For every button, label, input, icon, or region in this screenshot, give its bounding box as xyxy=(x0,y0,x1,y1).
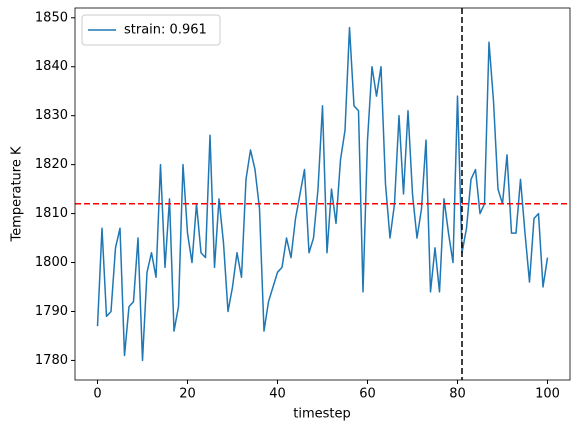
x-tick-label: 0 xyxy=(93,387,101,402)
y-tick-label: 1790 xyxy=(35,304,68,319)
y-tick-label: 1850 xyxy=(35,10,68,25)
y-tick-label: 1820 xyxy=(35,157,68,172)
x-tick-label: 40 xyxy=(269,387,286,402)
legend-label: strain: 0.961 xyxy=(124,23,207,38)
y-axis-label: Temperature K xyxy=(10,146,25,242)
legend-box xyxy=(81,14,221,46)
y-tick-label: 1780 xyxy=(35,353,68,368)
x-axis-label: timestep xyxy=(293,407,351,422)
plot-frame xyxy=(74,7,571,381)
x-tick-label: 100 xyxy=(535,387,560,402)
data-line xyxy=(96,26,549,362)
y-tick-label: 1810 xyxy=(35,206,68,221)
y-tick-label: 1830 xyxy=(35,108,68,123)
x-tick-label: 60 xyxy=(359,387,376,402)
y-tick-label: 1840 xyxy=(35,59,68,74)
x-tick-label: 80 xyxy=(449,387,466,402)
y-tick-label: 1800 xyxy=(35,255,68,270)
x-tick-label: 20 xyxy=(179,387,196,402)
